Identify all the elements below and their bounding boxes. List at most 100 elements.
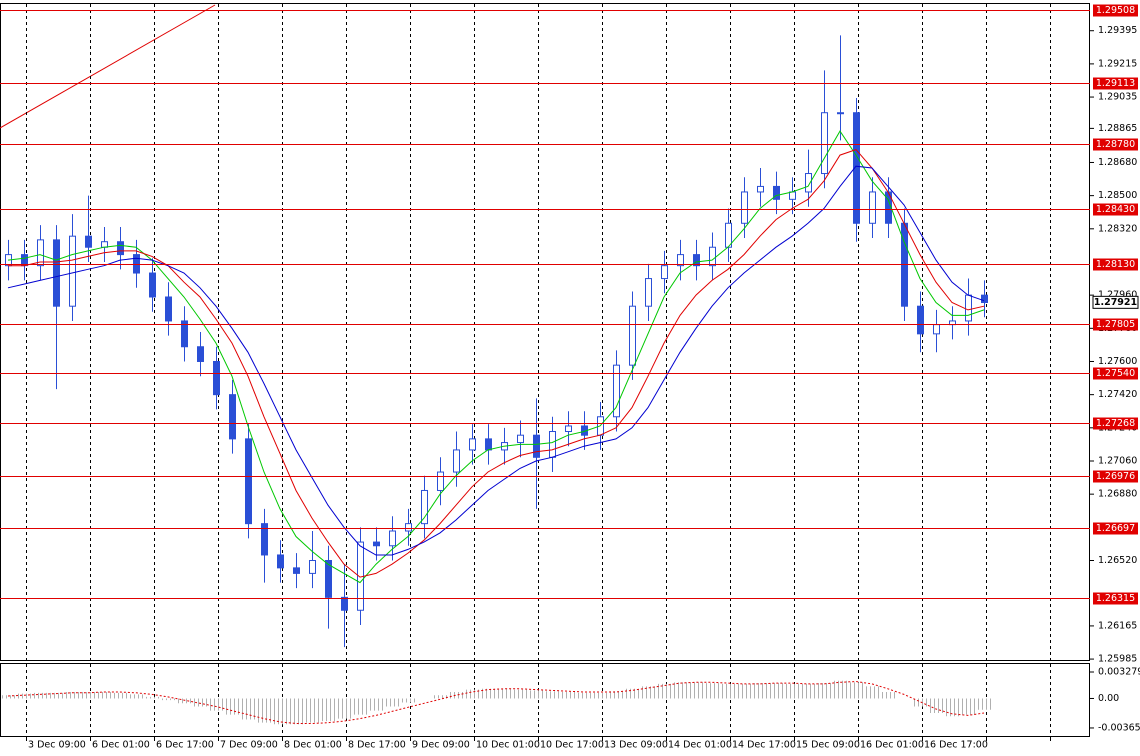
level-label-box	[1093, 367, 1138, 380]
y-tick-label: 1.27060	[1098, 455, 1137, 466]
candle-body	[309, 559, 316, 574]
level-label-box	[1093, 522, 1138, 535]
y-tick-label: 1.26165	[1098, 620, 1137, 631]
candle-body	[421, 489, 428, 525]
candle-body	[245, 438, 252, 525]
level-label-box	[1093, 470, 1138, 483]
candle-body	[165, 296, 172, 322]
x-tick-label: 16 Dec 01:00	[860, 740, 924, 751]
x-tick-label: 10 Dec 17:00	[540, 740, 604, 751]
level-label-box	[1093, 417, 1138, 430]
candle-body	[405, 523, 412, 532]
x-tick-label: 15 Dec 09:00	[796, 740, 860, 751]
level-label: 1.26697	[1096, 523, 1135, 534]
y-tick-label: 1.25985	[1098, 654, 1137, 665]
candle-body	[821, 112, 828, 175]
candle-body	[53, 239, 60, 307]
candle-body	[917, 305, 924, 335]
x-tick-label: 10 Dec 01:00	[476, 740, 540, 751]
level-label: 1.27268	[1096, 418, 1135, 429]
candle-body	[261, 523, 268, 556]
candle-body	[805, 173, 812, 193]
candle-body	[277, 554, 284, 569]
y-tick-label: 0.003279	[1098, 666, 1140, 677]
level-label: 1.28130	[1096, 259, 1135, 270]
candle-body	[181, 320, 188, 348]
candle-body	[389, 530, 396, 547]
y-tick-label: 1.27960	[1098, 290, 1137, 301]
level-label: 1.27540	[1096, 368, 1135, 379]
level-label-box	[1093, 203, 1138, 216]
candle-body	[453, 449, 460, 473]
candle-body	[373, 541, 380, 547]
candle-body	[37, 239, 44, 267]
candle-body	[757, 185, 764, 193]
candle-body	[437, 471, 444, 491]
level-label-box	[1093, 592, 1138, 605]
level-label: 1.29113	[1096, 78, 1135, 89]
candle-body	[549, 431, 556, 458]
candle-body	[677, 254, 684, 267]
level-label: 1.28780	[1096, 139, 1135, 150]
x-tick-label: 14 Dec 17:00	[732, 740, 796, 751]
candle-body	[965, 294, 972, 322]
last-price-label: 1.27921	[1094, 297, 1137, 308]
candle-body	[213, 360, 220, 396]
signal-line	[7, 680, 985, 724]
y-tick-label: 1.27600	[1098, 356, 1137, 367]
level-label: 1.28430	[1096, 204, 1135, 215]
level-label: 1.29508	[1096, 5, 1135, 16]
last-price-box	[1092, 295, 1139, 309]
candle-body	[517, 434, 524, 444]
level-label: 1.27805	[1096, 319, 1135, 330]
main-frame	[0, 3, 1090, 661]
candle-body	[85, 235, 92, 248]
candle-body	[229, 394, 236, 440]
y-tick-label: 1.28865	[1098, 123, 1137, 134]
candle-body	[629, 305, 636, 366]
candle-body	[693, 254, 700, 267]
candle-body	[341, 596, 348, 611]
candle-body	[709, 246, 716, 267]
candle-body	[661, 265, 668, 280]
candle-body	[485, 438, 492, 451]
trend-line	[0, 4, 216, 129]
candle-body	[645, 278, 652, 307]
sub-frame	[0, 663, 1090, 737]
x-tick-label: 16 Dec 17:00	[924, 740, 988, 751]
y-tick-label: 1.27420	[1098, 389, 1137, 400]
level-label-box	[1093, 258, 1138, 271]
candle-body	[773, 185, 780, 200]
x-tick-label: 6 Dec 01:00	[92, 740, 150, 751]
moving-average	[7, 130, 985, 584]
candle-body	[933, 324, 940, 335]
candle-body	[469, 438, 476, 451]
x-tick-label: 9 Dec 09:00	[412, 740, 470, 751]
y-tick-label: -0.003654	[1098, 722, 1140, 733]
candle-body	[533, 434, 540, 458]
candle-body	[789, 191, 796, 200]
x-tick-label: 7 Dec 09:00	[220, 740, 278, 751]
candle-body	[133, 254, 140, 274]
candle-body	[853, 112, 860, 224]
x-tick-label: 8 Dec 01:00	[284, 740, 342, 751]
candle-body	[197, 346, 204, 362]
y-tick-label: 1.28320	[1098, 223, 1137, 234]
candle-body	[325, 559, 332, 598]
candle-body	[869, 191, 876, 224]
candle-body	[613, 364, 620, 418]
candle-body	[741, 191, 748, 224]
y-tick-label: 1.28680	[1098, 157, 1137, 168]
x-tick-label: 6 Dec 17:00	[156, 740, 214, 751]
candle-body	[69, 235, 76, 307]
x-tick-label: 14 Dec 01:00	[668, 740, 732, 751]
candle-body	[837, 112, 844, 115]
moving-average	[8, 149, 985, 578]
y-tick-label: 1.29215	[1098, 58, 1137, 69]
y-tick-label: 1.29395	[1098, 25, 1137, 36]
x-tick-label: 13 Dec 09:00	[604, 740, 668, 751]
level-label-box	[1093, 77, 1138, 90]
candle-body	[565, 425, 572, 433]
